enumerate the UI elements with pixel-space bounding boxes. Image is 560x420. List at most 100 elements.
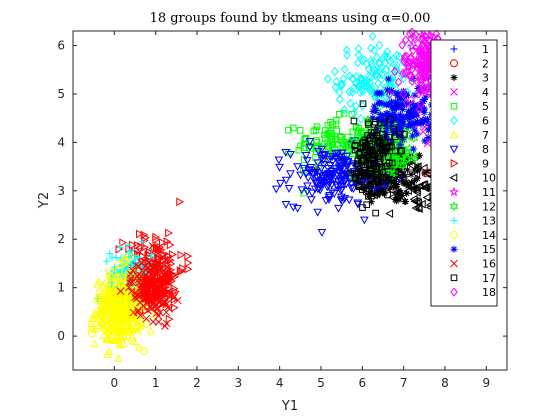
data-point: [367, 179, 375, 187]
data-point: [375, 190, 383, 198]
legend-marker: [450, 274, 458, 282]
data-point: [419, 163, 428, 173]
data-point: [378, 69, 386, 79]
data-point: [406, 119, 414, 127]
data-point: [148, 309, 158, 318]
data-point: [311, 179, 321, 188]
data-point: [410, 59, 419, 70]
data-point: [323, 164, 333, 173]
data-point: [385, 134, 393, 141]
data-point: [390, 76, 398, 86]
data-point: [344, 196, 354, 205]
data-point: [307, 189, 317, 198]
data-point: [124, 320, 133, 329]
data-point: [112, 324, 121, 333]
data-point: [308, 170, 317, 178]
data-point: [336, 94, 344, 105]
data-point: [392, 197, 400, 205]
data-point: [328, 172, 337, 181]
data-point: [332, 77, 341, 87]
data-point: [148, 263, 157, 272]
data-point: [110, 318, 120, 327]
legend-label: 2: [482, 57, 489, 70]
data-point: [373, 165, 380, 172]
data-point: [336, 187, 346, 195]
data-point: [372, 107, 380, 115]
legend-marker: [448, 186, 460, 197]
data-point: [391, 147, 399, 155]
data-point: [124, 241, 132, 249]
data-point: [281, 201, 291, 209]
data-point: [412, 169, 421, 179]
data-point: [310, 127, 318, 135]
data-point: [105, 271, 114, 280]
data-point: [334, 204, 343, 213]
data-point: [422, 76, 430, 87]
data-point: [362, 78, 370, 88]
data-point: [367, 198, 375, 206]
legend-item: 16: [450, 258, 496, 271]
data-point: [154, 249, 162, 257]
data-point: [366, 185, 373, 193]
data-point: [412, 109, 420, 117]
data-point: [357, 158, 365, 165]
data-point: [411, 166, 419, 174]
data-point: [422, 93, 430, 101]
data-point: [379, 131, 386, 138]
data-point: [371, 121, 378, 128]
data-point: [368, 190, 375, 197]
data-point: [276, 179, 285, 188]
legend-item: 14: [450, 229, 496, 242]
data-point: [416, 99, 425, 109]
x-tick-label: 6: [359, 376, 367, 390]
data-point: [382, 174, 390, 181]
data-point: [164, 278, 173, 287]
data-point: [319, 161, 328, 169]
data-point: [387, 121, 395, 129]
data-point: [339, 156, 348, 165]
legend-marker: [449, 173, 458, 183]
data-point: [102, 313, 111, 322]
data-point: [355, 81, 363, 91]
data-point: [331, 82, 340, 92]
x-tick-label: 9: [483, 376, 491, 390]
data-point: [152, 279, 161, 288]
data-point: [395, 52, 404, 62]
y-tick-label: 6: [57, 39, 65, 53]
data-point: [413, 175, 421, 183]
data-point: [372, 209, 379, 217]
y-tick-label: 4: [57, 135, 65, 149]
data-point: [157, 291, 166, 300]
data-point: [153, 277, 162, 286]
data-point: [394, 173, 403, 183]
data-point: [119, 286, 128, 295]
data-point: [372, 185, 381, 194]
legend-item: 7: [449, 129, 489, 142]
data-point: [141, 242, 150, 252]
data-point: [303, 174, 313, 183]
data-point: [177, 266, 186, 276]
data-point: [421, 96, 429, 104]
data-point: [409, 145, 417, 153]
data-point: [138, 238, 146, 246]
legend-item: 8: [449, 143, 489, 156]
legend-label: 6: [482, 115, 489, 128]
data-point: [343, 50, 351, 60]
legend-item: 10: [449, 172, 496, 185]
data-point: [399, 171, 407, 179]
x-tick-label: 0: [111, 376, 119, 390]
data-point: [310, 185, 320, 194]
data-point: [384, 75, 392, 83]
data-point: [374, 170, 382, 177]
legend-label: 12: [482, 200, 496, 213]
data-point: [116, 302, 125, 311]
data-point: [376, 180, 384, 188]
data-point: [393, 193, 402, 202]
data-point: [275, 163, 284, 172]
data-point: [376, 99, 384, 107]
legend-marker: [450, 102, 458, 110]
legend-item: 2: [450, 57, 489, 70]
data-point: [127, 247, 135, 255]
data-point: [398, 147, 406, 154]
